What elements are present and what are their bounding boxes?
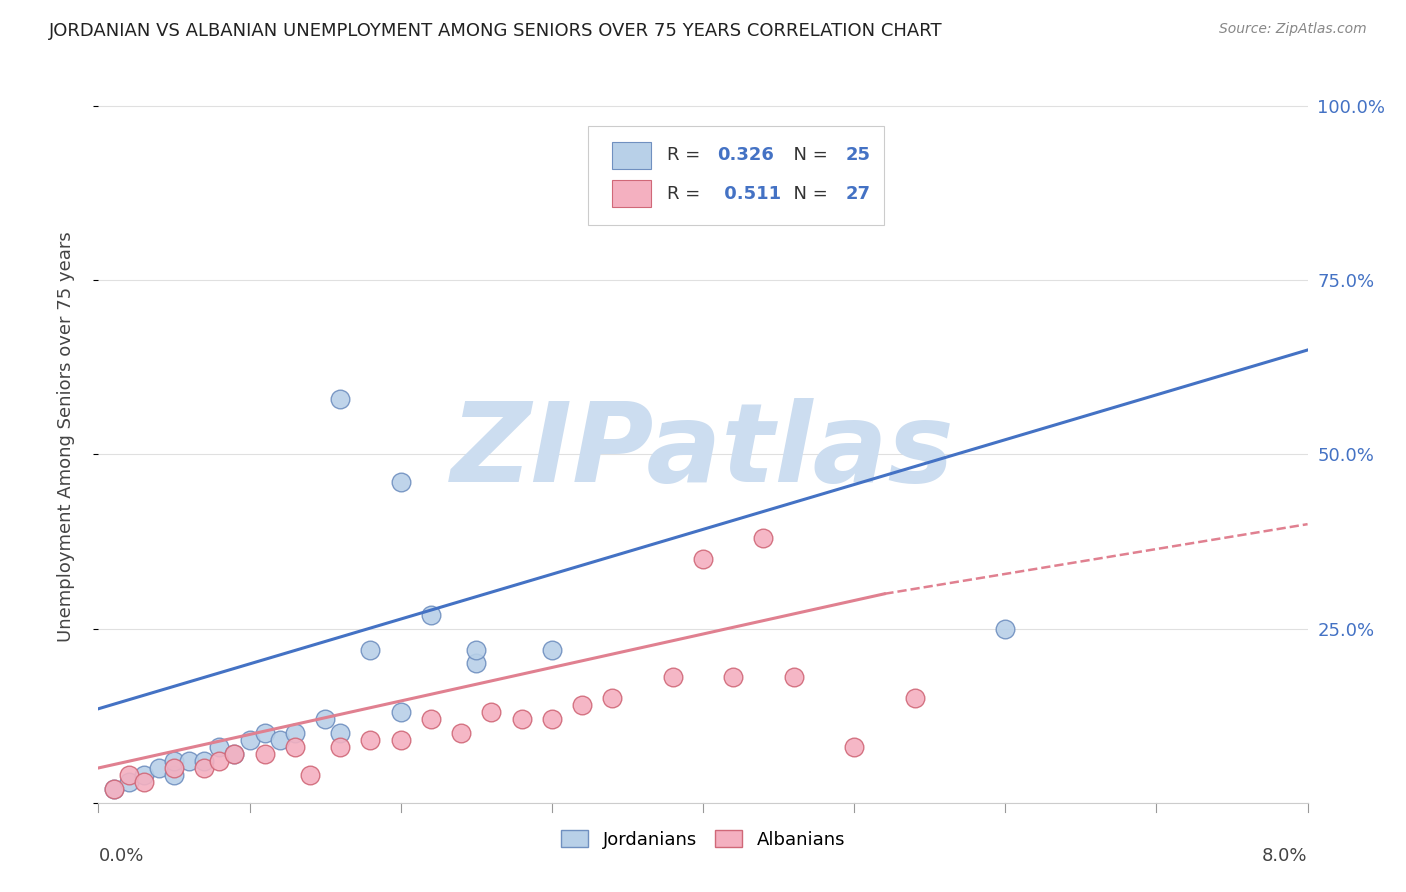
Point xyxy=(661,670,683,684)
Point xyxy=(465,642,488,657)
Bar xyxy=(613,142,651,169)
Point xyxy=(299,768,322,782)
Point xyxy=(103,781,125,796)
Point xyxy=(420,712,443,726)
Point xyxy=(224,747,246,761)
Point xyxy=(994,622,1017,636)
Point xyxy=(481,705,503,719)
Point xyxy=(224,747,246,761)
Point xyxy=(723,670,745,684)
Point xyxy=(284,740,307,755)
Point xyxy=(193,761,215,775)
Text: R =: R = xyxy=(666,185,706,202)
Point xyxy=(239,733,262,747)
Point xyxy=(783,670,806,684)
Point xyxy=(389,705,412,719)
Point xyxy=(329,392,352,406)
Text: ZIPatlas: ZIPatlas xyxy=(451,398,955,505)
Text: 8.0%: 8.0% xyxy=(1263,847,1308,864)
Point xyxy=(118,775,141,789)
Point xyxy=(602,691,624,706)
Point xyxy=(253,747,276,761)
Point xyxy=(360,642,382,657)
Point xyxy=(465,657,488,671)
Point xyxy=(540,642,562,657)
Point xyxy=(844,740,866,755)
Point xyxy=(193,754,215,768)
FancyBboxPatch shape xyxy=(588,126,884,225)
Y-axis label: Unemployment Among Seniors over 75 years: Unemployment Among Seniors over 75 years xyxy=(56,232,75,642)
Point xyxy=(540,712,562,726)
Point xyxy=(389,475,412,490)
Point xyxy=(253,726,276,740)
Text: JORDANIAN VS ALBANIAN UNEMPLOYMENT AMONG SENIORS OVER 75 YEARS CORRELATION CHART: JORDANIAN VS ALBANIAN UNEMPLOYMENT AMONG… xyxy=(49,22,943,40)
Point xyxy=(284,726,307,740)
Point xyxy=(208,740,231,755)
Point xyxy=(132,768,155,782)
Text: N =: N = xyxy=(782,146,834,164)
Point xyxy=(314,712,336,726)
Point xyxy=(571,698,593,713)
Point xyxy=(269,733,291,747)
Point xyxy=(148,761,170,775)
Point xyxy=(450,726,472,740)
Point xyxy=(692,552,714,566)
Point xyxy=(904,691,927,706)
Point xyxy=(132,775,155,789)
Point xyxy=(420,607,443,622)
Text: N =: N = xyxy=(782,185,834,202)
Point xyxy=(103,781,125,796)
Point xyxy=(179,754,201,768)
Point xyxy=(389,733,412,747)
Point xyxy=(752,531,775,545)
Text: 25: 25 xyxy=(845,146,870,164)
Text: Source: ZipAtlas.com: Source: ZipAtlas.com xyxy=(1219,22,1367,37)
Point xyxy=(208,754,231,768)
Text: 27: 27 xyxy=(845,185,870,202)
Point xyxy=(163,768,186,782)
Point xyxy=(163,754,186,768)
Text: 0.0%: 0.0% xyxy=(98,847,143,864)
Bar xyxy=(613,179,651,208)
Text: R =: R = xyxy=(666,146,706,164)
Point xyxy=(360,733,382,747)
Point xyxy=(118,768,141,782)
Text: 0.326: 0.326 xyxy=(717,146,775,164)
Point xyxy=(329,726,352,740)
Point xyxy=(163,761,186,775)
Text: 0.511: 0.511 xyxy=(717,185,780,202)
Point xyxy=(510,712,533,726)
Point xyxy=(329,740,352,755)
Legend: Jordanians, Albanians: Jordanians, Albanians xyxy=(561,830,845,848)
